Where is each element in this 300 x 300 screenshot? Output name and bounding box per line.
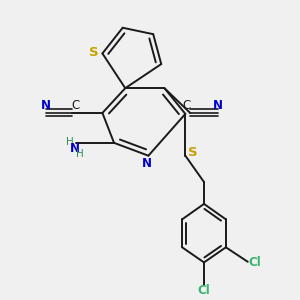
Text: Cl: Cl <box>198 284 210 297</box>
Text: N: N <box>70 142 80 155</box>
Text: S: S <box>88 46 98 59</box>
Text: S: S <box>188 146 197 159</box>
Text: H: H <box>76 149 84 159</box>
Text: Cl: Cl <box>248 256 261 269</box>
Text: C: C <box>183 99 191 112</box>
Text: N: N <box>212 99 223 112</box>
Text: N: N <box>41 99 51 112</box>
Text: H: H <box>66 137 74 147</box>
Text: C: C <box>71 99 80 112</box>
Text: N: N <box>142 157 152 170</box>
